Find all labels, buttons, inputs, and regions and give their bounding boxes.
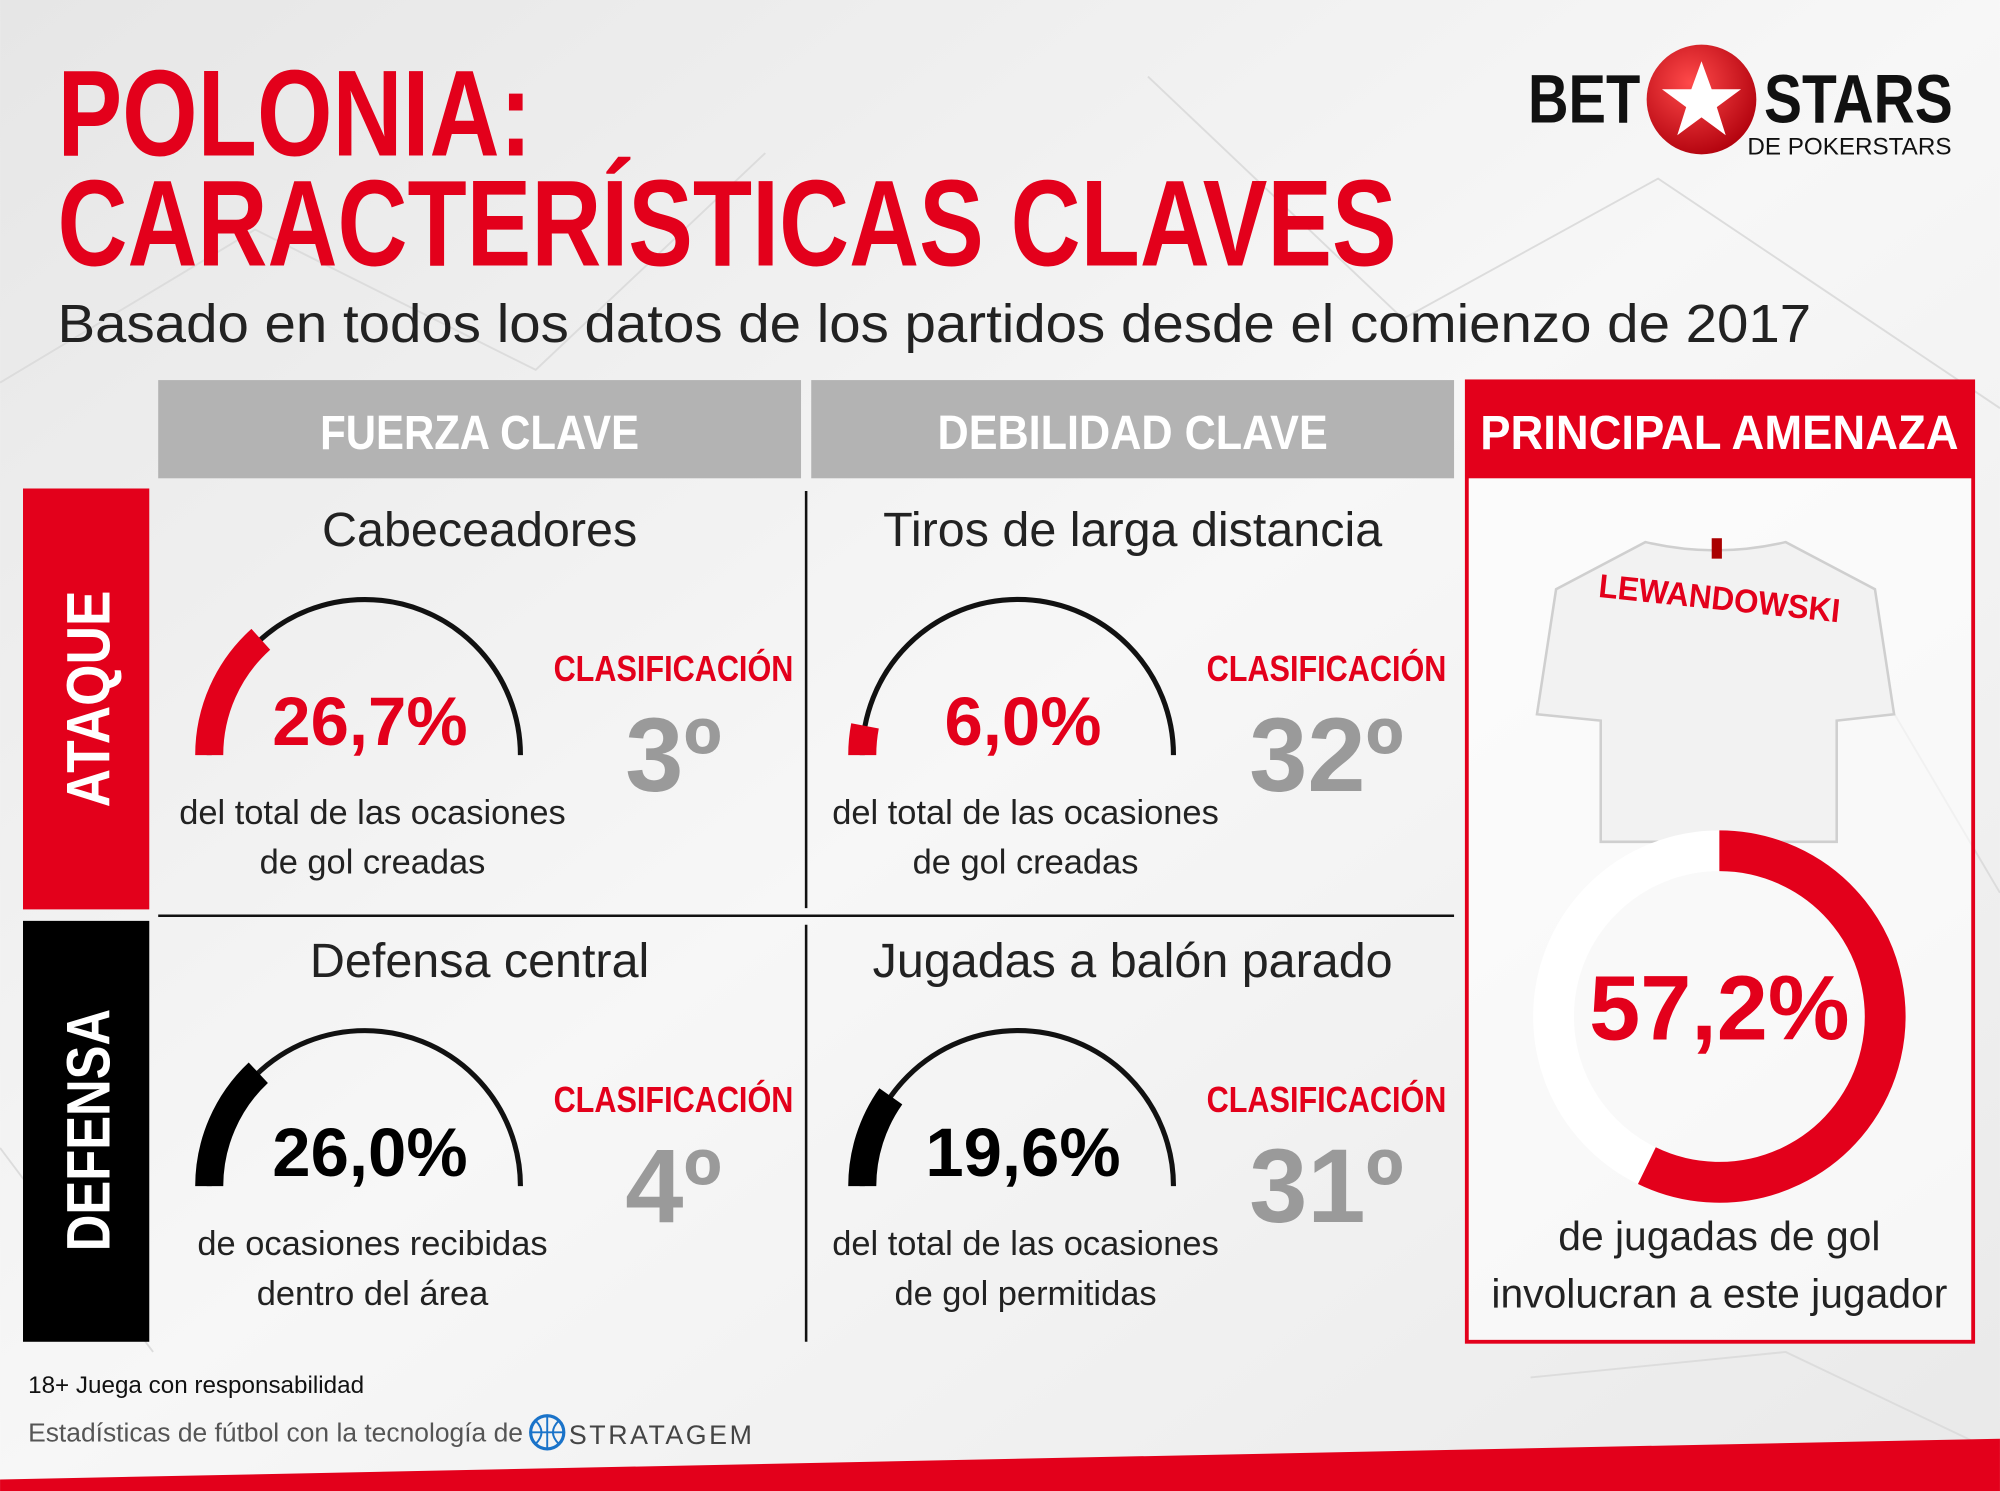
row-header bbox=[23, 488, 150, 910]
cell-title: Jugadas a balón parado bbox=[873, 934, 1393, 988]
partner-name: STRATAGEM bbox=[569, 1420, 755, 1450]
rank: 3º bbox=[625, 697, 721, 814]
cell-value: 26,0% bbox=[272, 1114, 467, 1191]
partner-logo: STRATAGEM bbox=[529, 1414, 755, 1451]
rank-label: CLASIFICACIÓN bbox=[554, 649, 794, 689]
jersey-shape bbox=[1535, 540, 1896, 844]
row-header-text: ATAQUE bbox=[55, 591, 123, 808]
cell-description: del total de las ocasiones bbox=[832, 794, 1219, 832]
rank-label: CLASIFICACIÓN bbox=[1207, 1080, 1447, 1120]
threat-header bbox=[1466, 380, 1974, 479]
cell-value: 19,6% bbox=[925, 1114, 1120, 1191]
gauge-track bbox=[859, 596, 1177, 756]
footer-stripe bbox=[0, 1438, 2000, 1491]
rank-label: CLASIFICACIÓN bbox=[1207, 649, 1447, 689]
threat-value: 57,2% bbox=[1589, 957, 1849, 1059]
rank: 4º bbox=[625, 1128, 721, 1245]
column-header bbox=[158, 380, 802, 479]
cell-description: dentro del área bbox=[257, 1275, 489, 1313]
logo-text: BET bbox=[1528, 60, 1640, 137]
rank: 31º bbox=[1249, 1128, 1404, 1245]
title-line: CARACTERÍSTICAS CLAVES bbox=[57, 154, 1396, 291]
rank: 32º bbox=[1249, 697, 1404, 814]
footer-text: Estadísticas de fútbol con la tecnología… bbox=[28, 1419, 523, 1447]
cell-description: de gol creadas bbox=[260, 844, 486, 882]
donut-fill bbox=[1637, 830, 1906, 1203]
cell-description: del total de las ocasiones bbox=[179, 794, 566, 832]
cell-description: de gol creadas bbox=[913, 844, 1139, 882]
globe-lines bbox=[530, 1415, 564, 1449]
row-header-text: DEFENSA bbox=[55, 1009, 123, 1251]
cell-description: de ocasiones recibidas bbox=[197, 1225, 547, 1263]
logo-tagline: DE POKERSTARS bbox=[1747, 133, 1951, 160]
gauge-fill bbox=[848, 1088, 903, 1187]
logo-text: STARS bbox=[1764, 60, 1953, 137]
threat-description: involucran a este jugador bbox=[1491, 1270, 1947, 1316]
column-header-text: FUERZA CLAVE bbox=[320, 406, 639, 460]
column-header-text: DEBILIDAD CLAVE bbox=[938, 406, 1328, 460]
threat-header-text: PRINCIPAL AMENAZA bbox=[1480, 406, 1958, 460]
cell-title: Cabeceadores bbox=[322, 503, 637, 557]
cell-title: Defensa central bbox=[310, 934, 649, 988]
footer-text: 18+ Juega con responsabilidad bbox=[28, 1372, 364, 1399]
logo: BET STARS DE POKERSTARS bbox=[1528, 44, 1953, 160]
gauge-fill bbox=[848, 723, 879, 756]
dividers bbox=[158, 491, 1455, 1342]
cell-value: 26,7% bbox=[272, 683, 467, 760]
gauge-fill bbox=[195, 628, 271, 756]
logo-star bbox=[1661, 61, 1742, 136]
jersey bbox=[1535, 538, 1896, 844]
row-header bbox=[23, 920, 150, 1342]
jersey-tag bbox=[1711, 538, 1722, 559]
cell-description: del total de las ocasiones bbox=[832, 1225, 1219, 1263]
rank-label: CLASIFICACIÓN bbox=[554, 1080, 794, 1120]
cell-value: 6,0% bbox=[944, 683, 1101, 760]
gauge-fill bbox=[195, 1062, 269, 1187]
cell-description: de gol permitidas bbox=[894, 1275, 1156, 1313]
cell-title: Tiros de larga distancia bbox=[883, 503, 1382, 557]
threat-description: de jugadas de gol bbox=[1558, 1213, 1880, 1259]
subtitle: Basado en todos los datos de los partido… bbox=[57, 295, 1811, 354]
title-line: POLONIA: bbox=[57, 45, 531, 182]
column-header bbox=[811, 380, 1455, 479]
